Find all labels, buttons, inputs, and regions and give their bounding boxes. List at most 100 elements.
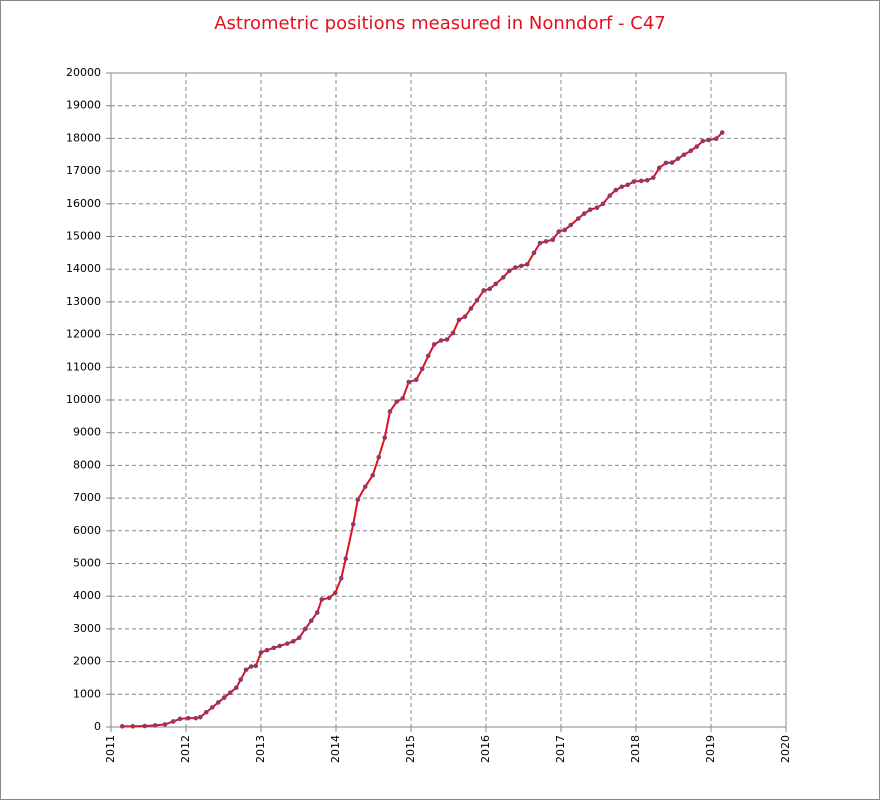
data-point [343, 556, 349, 561]
data-point [119, 724, 125, 729]
data-point [663, 160, 669, 166]
data-point [277, 643, 283, 649]
y-tick-label: 3000 [73, 622, 101, 635]
data-point [177, 716, 183, 722]
data-point [524, 261, 530, 267]
x-tick-label: 2012 [179, 735, 192, 763]
data-point [355, 497, 361, 503]
data-point [238, 677, 244, 682]
data-point [438, 338, 444, 343]
y-tick-label: 8000 [73, 458, 101, 471]
data-point [613, 187, 619, 193]
data-point [644, 177, 650, 183]
data-point [350, 521, 356, 527]
data-point [209, 705, 215, 710]
x-tick-label: 2018 [629, 735, 642, 763]
data-point [130, 724, 136, 729]
y-tick-label: 10000 [66, 393, 101, 406]
data-point [493, 281, 499, 287]
y-tick-label: 13000 [66, 295, 101, 308]
x-tick-label: 2017 [554, 735, 567, 763]
data-point [362, 484, 368, 489]
data-point [587, 207, 593, 212]
y-tick-label: 5000 [73, 557, 101, 570]
x-tick-label: 2013 [254, 735, 267, 763]
data-point [474, 297, 480, 303]
data-point [531, 250, 537, 256]
y-tick-label: 18000 [66, 131, 101, 144]
data-point [221, 695, 227, 700]
y-tick-label: 16000 [66, 197, 101, 210]
data-point [625, 182, 631, 188]
data-point [694, 144, 700, 149]
data-point [556, 229, 562, 234]
data-point [444, 337, 450, 342]
data-point [619, 184, 625, 190]
x-tick-label: 2015 [404, 735, 417, 763]
data-point [197, 714, 203, 720]
data-point [314, 610, 320, 615]
data-point [462, 314, 468, 319]
data-point [675, 156, 681, 161]
data-point [543, 239, 549, 244]
y-tick-label: 14000 [66, 262, 101, 275]
data-point [575, 216, 581, 221]
data-point [688, 148, 694, 154]
data-point [506, 268, 512, 274]
data-point [338, 575, 344, 581]
data-point [319, 597, 325, 602]
data-point [500, 275, 506, 280]
data-point [487, 286, 493, 292]
data-point [518, 263, 524, 269]
y-tick-label: 1000 [73, 687, 101, 700]
data-point [248, 664, 254, 669]
data-point [669, 160, 675, 165]
data-point [227, 690, 233, 695]
data-point [650, 175, 656, 180]
y-tick-label: 2000 [73, 655, 101, 668]
data-point [638, 178, 644, 184]
data-point [413, 377, 419, 383]
data-point [185, 715, 191, 721]
data-point [607, 193, 613, 198]
y-tick-label: 15000 [66, 230, 101, 243]
data-point [568, 222, 574, 228]
data-point [468, 306, 474, 311]
data-point [193, 715, 199, 721]
data-point [326, 595, 332, 601]
y-tick-label: 6000 [73, 524, 101, 537]
x-tick-label: 2020 [779, 735, 792, 763]
data-point [394, 399, 400, 404]
y-tick-label: 9000 [73, 426, 101, 439]
data-point [284, 641, 290, 646]
data-point [243, 667, 249, 673]
x-tick-label: 2014 [329, 735, 342, 763]
data-point [170, 719, 176, 724]
data-point [706, 137, 712, 143]
y-tick-label: 19000 [66, 99, 101, 112]
data-point [162, 722, 168, 727]
y-tick-label: 7000 [73, 491, 101, 504]
data-point [562, 227, 568, 233]
data-point [431, 342, 437, 347]
data-point [332, 590, 338, 596]
data-point [290, 639, 296, 644]
data-point [387, 409, 393, 414]
data-point [537, 240, 543, 246]
y-tick-label: 4000 [73, 589, 101, 602]
data-point [233, 685, 239, 691]
y-tick-label: 17000 [66, 164, 101, 177]
data-point [631, 179, 637, 184]
data-point [512, 265, 518, 270]
data-point [719, 130, 725, 135]
data-point [700, 138, 706, 144]
y-tick-label: 12000 [66, 328, 101, 341]
data-point [481, 288, 487, 293]
data-point [376, 454, 382, 460]
y-tick-label: 0 [94, 720, 101, 733]
data-point [406, 379, 412, 385]
data-point [370, 472, 376, 478]
data-point [400, 396, 406, 401]
data-point [308, 618, 314, 624]
